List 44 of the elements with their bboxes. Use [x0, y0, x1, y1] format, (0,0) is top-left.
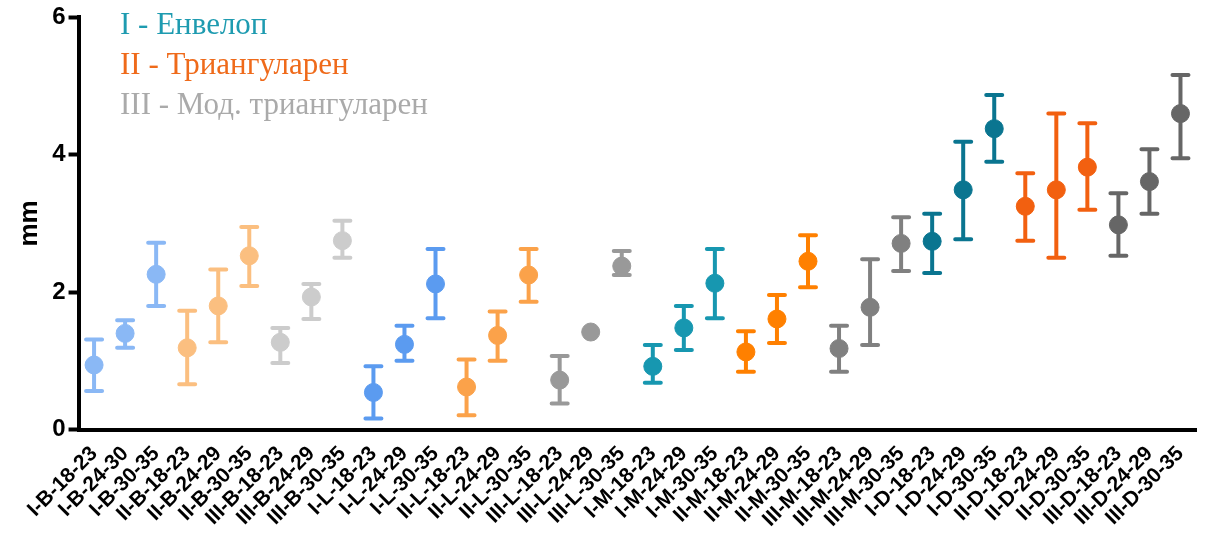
y-tick-label: 6 [52, 2, 66, 30]
point [84, 355, 104, 375]
point [736, 342, 756, 362]
point [115, 323, 135, 343]
y-tick-label: 2 [52, 276, 66, 304]
text: I - Енвелоп [120, 5, 269, 43]
point [426, 274, 446, 294]
y-tick-label: 4 [52, 139, 67, 167]
point [457, 377, 477, 397]
point [922, 231, 942, 251]
point [363, 382, 383, 402]
point [1046, 180, 1066, 200]
point [767, 309, 787, 329]
point [1139, 172, 1159, 192]
point [705, 273, 725, 293]
point [1108, 215, 1128, 235]
point [1015, 196, 1035, 216]
point [643, 356, 663, 376]
point [829, 339, 849, 359]
point [208, 296, 228, 316]
point [1170, 104, 1190, 124]
point [301, 287, 321, 307]
point [953, 180, 973, 200]
point [581, 322, 601, 342]
point [550, 370, 570, 390]
text: III - Мод. триангуларен [120, 85, 428, 123]
point [239, 246, 259, 266]
point [798, 251, 818, 271]
point [984, 119, 1004, 139]
point [860, 297, 880, 317]
point [488, 325, 508, 345]
point [612, 256, 632, 276]
y-axis-title: mm [12, 200, 43, 247]
point [332, 231, 352, 251]
point [891, 233, 911, 253]
point [394, 334, 414, 354]
y-tick-label: 0 [52, 414, 66, 442]
point [146, 264, 166, 284]
point [1077, 157, 1097, 177]
point [270, 332, 290, 352]
point [177, 338, 197, 358]
text: II - Триангуларен [120, 45, 350, 83]
point [519, 265, 539, 285]
point [674, 318, 694, 338]
